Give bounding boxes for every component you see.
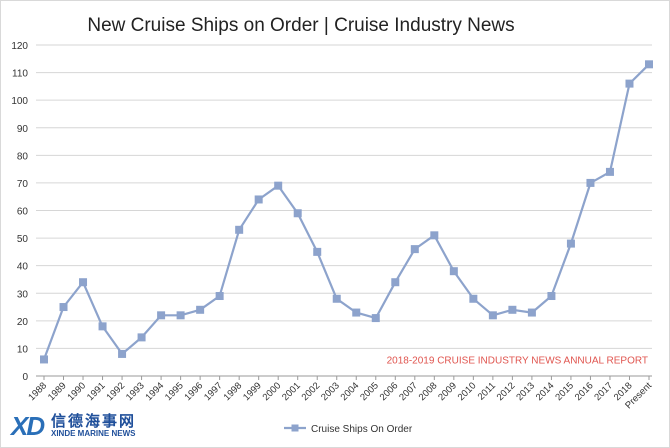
x-tick-label: 2016 [573, 380, 596, 403]
data-point [118, 349, 127, 358]
data-point [157, 311, 166, 320]
data-point [215, 292, 224, 301]
x-tick-label: 1997 [202, 380, 225, 403]
data-point [235, 225, 244, 234]
x-tick-label: 2006 [378, 380, 401, 403]
x-tick-label: 1992 [104, 380, 127, 403]
y-tick-label: 90 [17, 124, 29, 135]
x-tick-label: 1993 [124, 380, 147, 403]
x-tick-label: 2015 [553, 380, 576, 403]
data-point [352, 308, 361, 317]
publisher-logo: XD 信德海事网 XINDE MARINE NEWS [11, 411, 161, 441]
x-tick-label: 1991 [85, 380, 108, 403]
x-tick-label: 2017 [592, 380, 615, 403]
y-tick-label: 120 [11, 41, 28, 52]
x-tick-label: 2004 [339, 380, 362, 403]
data-point [98, 322, 107, 331]
data-point [313, 247, 322, 256]
x-tick-label: 2008 [417, 380, 440, 403]
data-point [196, 305, 205, 314]
chart-title: New Cruise Ships on Order | Cruise Indus… [87, 15, 515, 36]
data-point [508, 305, 517, 314]
data-point [488, 311, 497, 320]
x-tick-label: 2000 [261, 380, 284, 403]
data-point [586, 178, 595, 187]
x-tick-label: 2009 [436, 380, 459, 403]
y-tick-label: 80 [17, 151, 29, 162]
logo-chinese-name: 信德海事网 [51, 412, 137, 430]
data-point [527, 308, 536, 317]
data-point [293, 209, 302, 218]
y-tick-label: 10 [17, 344, 29, 355]
y-tick-label: 0 [22, 372, 28, 383]
data-point [430, 231, 439, 240]
data-point [79, 278, 88, 287]
x-tick-label: 1988 [26, 380, 49, 403]
y-tick-label: 100 [11, 96, 28, 107]
y-tick-label: 50 [17, 234, 29, 245]
x-tick-label: 2007 [397, 380, 420, 403]
legend-marker [291, 424, 299, 432]
report-annotation: 2018-2019 CRUISE INDUSTRY NEWS ANNUAL RE… [387, 356, 648, 367]
data-point [605, 167, 614, 176]
y-tick-label: 70 [17, 179, 29, 190]
data-point [137, 333, 146, 342]
x-tick-label: 2011 [476, 380, 498, 402]
x-tick-label: 1998 [222, 380, 245, 403]
x-tick-label: 2014 [534, 380, 557, 403]
logo-english-name: XINDE MARINE NEWS [51, 429, 136, 438]
data-point [410, 245, 419, 254]
x-tick-label: 2013 [514, 380, 537, 403]
data-point [274, 181, 283, 190]
x-tick-label: 1994 [143, 380, 166, 403]
data-point [254, 195, 263, 204]
data-point [391, 278, 400, 287]
x-tick-label: 2005 [358, 380, 381, 403]
x-tick-label: 1999 [241, 380, 264, 403]
y-tick-label: 20 [17, 317, 29, 328]
x-tick-label: 1989 [46, 380, 69, 403]
y-tick-label: 60 [17, 207, 29, 218]
logo-mark: XD [11, 411, 45, 441]
data-point [449, 267, 458, 276]
data-point [371, 314, 380, 323]
data-point [332, 294, 341, 303]
x-tick-label: 2003 [319, 380, 342, 403]
data-point [40, 355, 48, 364]
y-tick-label: 40 [17, 262, 29, 273]
series-line [42, 63, 650, 360]
x-tick-label: 1990 [65, 380, 88, 403]
y-tick-label: 110 [12, 69, 28, 80]
data-point [469, 294, 478, 303]
x-tick-label: 2012 [495, 380, 518, 403]
data-point [645, 60, 653, 69]
x-tick-label: 1995 [163, 380, 186, 403]
data-point [59, 303, 68, 312]
x-tick-label: 2010 [456, 380, 479, 403]
x-tick-label: 1996 [183, 380, 206, 403]
data-point [176, 311, 185, 320]
x-tick-label: 2001 [280, 380, 303, 403]
y-tick-label: 30 [17, 289, 29, 300]
data-point [625, 79, 634, 88]
x-tick-label: 2002 [300, 380, 323, 403]
data-point [547, 292, 556, 301]
data-point [566, 239, 575, 248]
legend-label: Cruise Ships On Order [311, 424, 413, 435]
